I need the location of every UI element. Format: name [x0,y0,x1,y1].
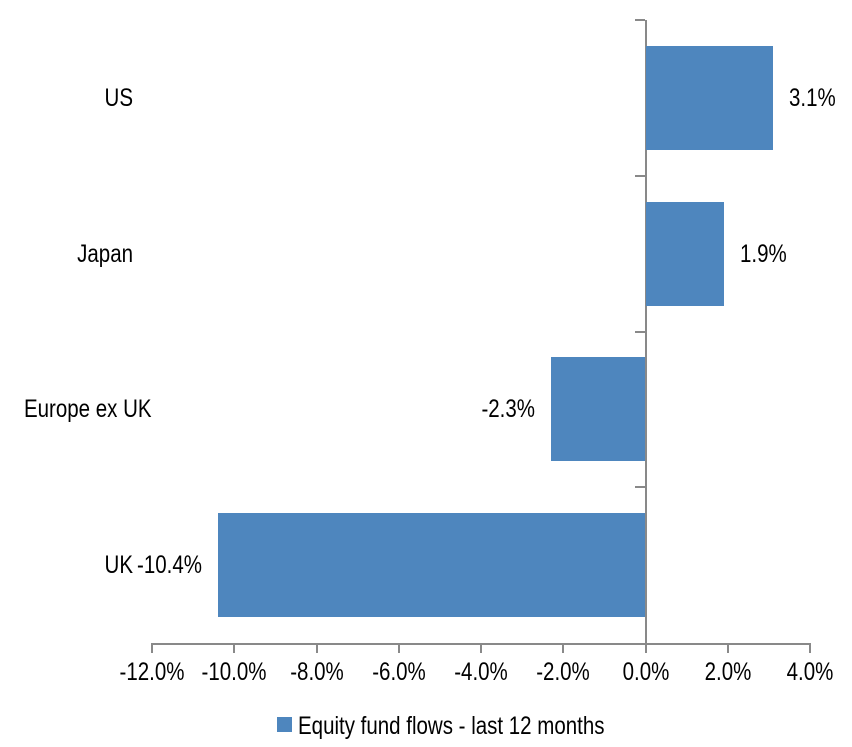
x-tick-label: -4.0% [454,658,508,686]
category-label: Japan [77,239,133,268]
x-tick-label: 0.0% [622,658,669,686]
bar-value-label: -10.4% [136,551,202,580]
x-tick-label: 4.0% [786,658,834,686]
x-tick [726,643,729,653]
bar-value-label: 3.1% [788,83,836,112]
bar [645,201,724,306]
category-tick [634,174,645,177]
x-tick [315,643,318,653]
category-label: UK [104,551,133,580]
x-tick-label: -10.0% [201,658,267,686]
x-tick-label: 2.0% [704,658,752,686]
x-tick [644,643,647,653]
x-tick-label: -12.0% [119,658,185,686]
bar [645,45,773,150]
bar [217,513,646,618]
x-tick [151,643,153,653]
x-tick [562,643,565,653]
category-label: Europe ex UK [23,395,152,424]
bar-value-label: -2.3% [481,395,535,424]
category-label: US [104,83,133,112]
x-tick-label: -2.0% [536,658,591,686]
bar-value-label: 1.9% [739,239,787,268]
x-tick [809,643,811,653]
x-tick-label: -6.0% [371,658,426,686]
category-tick [634,486,645,489]
bar [550,357,646,462]
x-tick-label: -8.0% [289,658,344,686]
x-tick [233,643,236,653]
category-tick [634,19,645,21]
category-tick [634,330,645,333]
x-tick [397,643,400,653]
x-tick [480,643,482,653]
y-axis-line [644,20,647,653]
